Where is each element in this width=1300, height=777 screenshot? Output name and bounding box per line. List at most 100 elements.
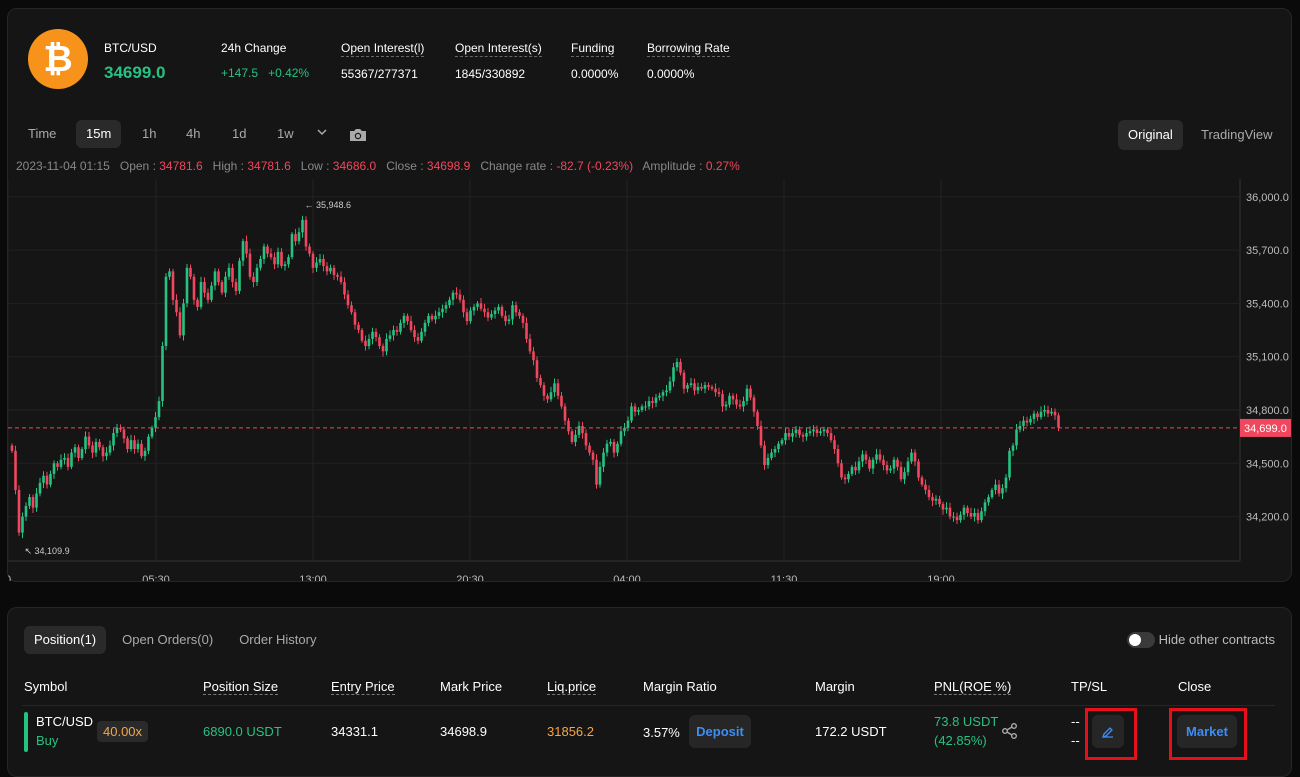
- header-pnl-label[interactable]: PNL(ROE %): [934, 679, 1012, 695]
- candle-body: [108, 445, 112, 453]
- candle-body: [70, 452, 73, 467]
- candle-body: [136, 443, 140, 450]
- candle-body: [724, 404, 728, 407]
- tab-positions[interactable]: Position(1): [24, 626, 107, 654]
- candle-body: [133, 440, 136, 450]
- candle-body: [815, 429, 819, 434]
- header-position-size-label[interactable]: Position Size: [203, 679, 279, 695]
- ohlc-amp-label: Amplitude: [642, 159, 696, 173]
- camera-icon[interactable]: [338, 120, 378, 148]
- borrow-label[interactable]: Borrowing Rate: [647, 41, 730, 57]
- leverage-badge[interactable]: 40.00x: [97, 721, 149, 742]
- candle-body: [752, 397, 756, 412]
- candle-body: [154, 417, 157, 428]
- candle-body: [983, 502, 987, 512]
- header-liq-price-label[interactable]: Liq.price: [547, 679, 597, 695]
- tab-order-history[interactable]: Order History: [239, 632, 317, 647]
- candle-body: [105, 452, 108, 457]
- candle-body: [654, 397, 658, 403]
- row-size: 6890.0 USDT: [203, 724, 282, 739]
- candle-body: [416, 337, 420, 341]
- candle-body: [189, 267, 192, 277]
- candle-body: [343, 282, 346, 295]
- candle-body: [976, 513, 980, 521]
- tab-15m[interactable]: 15m: [76, 120, 122, 148]
- candle-body: [689, 383, 693, 386]
- candle-body: [721, 393, 724, 407]
- candle-body: [997, 484, 1001, 494]
- x-tick-label: 13:00: [299, 574, 327, 581]
- tab-1h[interactable]: 1h: [142, 126, 157, 141]
- candle-body: [651, 401, 654, 403]
- candle-body: [213, 271, 217, 286]
- candle-body: [126, 438, 129, 450]
- funding-label[interactable]: Funding: [571, 41, 615, 57]
- candle-body: [766, 457, 770, 466]
- ohlc-date: 2023-11-04 01:15: [16, 159, 110, 173]
- candle-body: [1039, 411, 1043, 418]
- candle-body: [980, 511, 983, 521]
- row-liq: 31856.2: [547, 724, 594, 739]
- candle-body: [210, 285, 213, 300]
- candlestick-chart[interactable]: 36,000.0 35,700.0 35,400.0 35,100.0 34,800.0…: [8, 179, 1291, 581]
- tab-time[interactable]: Time: [28, 126, 57, 141]
- candle-body: [966, 507, 969, 514]
- candle-body: [973, 513, 976, 517]
- candle-body: [318, 258, 322, 263]
- candle-body: [794, 429, 798, 434]
- candle-body: [857, 461, 861, 471]
- x-tick-label: 11:30: [771, 574, 798, 581]
- candle-body: [759, 425, 763, 446]
- oi-long-label[interactable]: Open Interest(l): [341, 41, 425, 57]
- candle-body: [836, 449, 840, 464]
- candle-body: [392, 330, 395, 336]
- candle-body: [301, 219, 304, 233]
- oi-short-label[interactable]: Open Interest(s): [455, 41, 542, 57]
- view-original[interactable]: Original: [1118, 120, 1183, 150]
- candle-body: [542, 385, 546, 396]
- candle-body: [94, 441, 98, 453]
- candle-body: [556, 383, 560, 396]
- candle-body: [609, 441, 612, 444]
- candle-body: [595, 459, 598, 485]
- candle-body: [892, 459, 896, 469]
- candle-body: [640, 406, 644, 410]
- candle-body: [546, 395, 549, 400]
- ohlc-close-label: Close: [386, 159, 417, 173]
- candle-body: [738, 404, 742, 407]
- header-entry-price-label[interactable]: Entry Price: [331, 679, 395, 695]
- candle-body: [472, 306, 476, 311]
- tab-1w[interactable]: 1w: [277, 126, 294, 141]
- tab-4h[interactable]: 4h: [186, 126, 201, 141]
- deposit-button[interactable]: Deposit: [689, 715, 751, 748]
- candle-body: [553, 383, 556, 393]
- candle-body: [630, 406, 633, 421]
- candle-body: [346, 294, 350, 306]
- ohlc-change-label: Change rate: [480, 159, 547, 173]
- candle-body: [353, 312, 357, 325]
- tab-open-orders[interactable]: Open Orders(0): [122, 632, 214, 647]
- candle-body: [777, 443, 780, 450]
- edit-tpsl-button[interactable]: [1092, 715, 1124, 748]
- market-close-button[interactable]: Market: [1177, 715, 1237, 748]
- candle-body: [507, 319, 511, 322]
- candle-body: [525, 322, 528, 339]
- view-tradingview[interactable]: TradingView: [1201, 127, 1273, 142]
- tab-1d[interactable]: 1d: [232, 126, 247, 141]
- candle-body: [588, 445, 591, 453]
- funding-stat: Funding 0.0000%: [571, 41, 618, 81]
- chevron-down-icon[interactable]: [306, 120, 338, 148]
- hide-contracts-toggle[interactable]: [1127, 632, 1155, 648]
- candle-body: [668, 381, 672, 391]
- candle-body: [626, 420, 630, 428]
- row-symbol: BTC/USD: [36, 714, 94, 729]
- candle-body: [619, 431, 623, 444]
- candle-body: [633, 406, 637, 412]
- candle-body: [339, 276, 343, 283]
- candle-body: [605, 443, 609, 453]
- x-tick-label: 04:00: [613, 574, 641, 581]
- candle-body: [287, 257, 290, 265]
- candle-body: [728, 395, 731, 405]
- share-icon[interactable]: [1001, 722, 1019, 743]
- candle-body: [231, 267, 234, 283]
